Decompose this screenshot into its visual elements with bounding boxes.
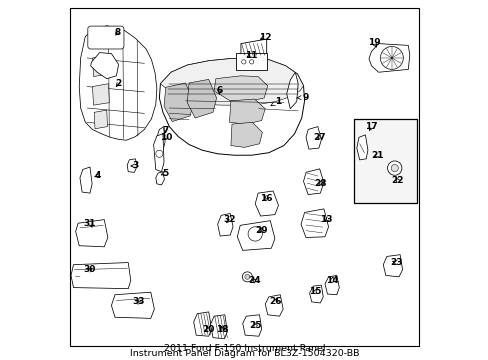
Polygon shape	[356, 135, 367, 160]
Circle shape	[247, 227, 262, 241]
Text: 24: 24	[248, 276, 260, 285]
Polygon shape	[229, 99, 264, 124]
Text: 26: 26	[269, 297, 282, 306]
Circle shape	[249, 60, 253, 64]
Circle shape	[390, 165, 398, 172]
Polygon shape	[214, 76, 267, 102]
Text: 29: 29	[255, 226, 267, 235]
Circle shape	[156, 150, 163, 157]
Circle shape	[241, 60, 245, 64]
Polygon shape	[127, 159, 137, 172]
Polygon shape	[241, 39, 266, 59]
Polygon shape	[301, 209, 328, 238]
Text: 21: 21	[370, 151, 383, 160]
Polygon shape	[286, 72, 298, 109]
Polygon shape	[163, 83, 193, 122]
Text: 6: 6	[216, 86, 222, 95]
Text: 27: 27	[313, 133, 325, 142]
Polygon shape	[264, 295, 283, 316]
Polygon shape	[309, 285, 323, 303]
Polygon shape	[305, 127, 321, 149]
Text: 16: 16	[259, 194, 272, 203]
FancyBboxPatch shape	[88, 26, 123, 49]
Text: 1: 1	[270, 97, 280, 106]
Circle shape	[242, 272, 252, 282]
Polygon shape	[230, 122, 262, 147]
Polygon shape	[156, 172, 164, 185]
Text: 5: 5	[161, 168, 168, 177]
Text: 19: 19	[367, 39, 380, 48]
Polygon shape	[92, 55, 109, 77]
Text: 30: 30	[83, 265, 96, 274]
Text: 23: 23	[389, 258, 402, 267]
Circle shape	[387, 161, 401, 175]
Text: 18: 18	[216, 325, 228, 334]
Polygon shape	[111, 292, 154, 318]
Text: 17: 17	[365, 122, 377, 131]
Polygon shape	[325, 275, 339, 295]
Polygon shape	[217, 213, 233, 236]
Text: 2: 2	[115, 79, 122, 88]
Text: 11: 11	[244, 50, 257, 59]
Text: 32: 32	[223, 215, 235, 224]
Text: 7: 7	[162, 126, 168, 135]
Text: 22: 22	[390, 176, 403, 185]
Polygon shape	[193, 312, 211, 336]
Polygon shape	[90, 26, 122, 47]
Polygon shape	[159, 58, 304, 155]
Polygon shape	[90, 53, 119, 79]
Text: 25: 25	[248, 321, 261, 330]
Polygon shape	[153, 134, 163, 172]
Polygon shape	[92, 84, 109, 105]
Polygon shape	[237, 221, 274, 250]
FancyBboxPatch shape	[235, 53, 266, 71]
Polygon shape	[71, 262, 130, 289]
Polygon shape	[157, 127, 165, 150]
Polygon shape	[94, 110, 107, 129]
Polygon shape	[210, 315, 227, 339]
Circle shape	[380, 46, 403, 69]
Polygon shape	[160, 58, 303, 105]
Text: 31: 31	[83, 219, 96, 228]
Polygon shape	[76, 220, 108, 247]
Text: 4: 4	[95, 171, 101, 180]
Polygon shape	[80, 167, 92, 193]
Text: Instrument Panel Diagram for BL3Z-1504320-BB: Instrument Panel Diagram for BL3Z-150432…	[129, 349, 359, 358]
Text: 14: 14	[325, 276, 338, 285]
Polygon shape	[242, 315, 261, 336]
Text: 28: 28	[313, 179, 326, 188]
Text: 12: 12	[259, 33, 271, 42]
Polygon shape	[383, 255, 402, 277]
Text: 3: 3	[131, 161, 138, 170]
Text: 10: 10	[159, 133, 172, 142]
Polygon shape	[187, 80, 216, 118]
Text: 13: 13	[320, 215, 332, 224]
FancyBboxPatch shape	[70, 8, 418, 346]
Circle shape	[244, 274, 249, 279]
Text: 33: 33	[132, 297, 145, 306]
Text: 15: 15	[308, 287, 321, 296]
Polygon shape	[255, 191, 278, 216]
FancyBboxPatch shape	[353, 119, 416, 203]
Text: 2011 Ford F-150 Instrument Panel: 2011 Ford F-150 Instrument Panel	[163, 344, 325, 353]
Polygon shape	[303, 169, 323, 194]
Text: 20: 20	[202, 325, 214, 334]
Text: 8: 8	[114, 28, 121, 37]
Text: 9: 9	[296, 93, 308, 102]
Polygon shape	[368, 44, 409, 72]
Polygon shape	[79, 26, 157, 140]
